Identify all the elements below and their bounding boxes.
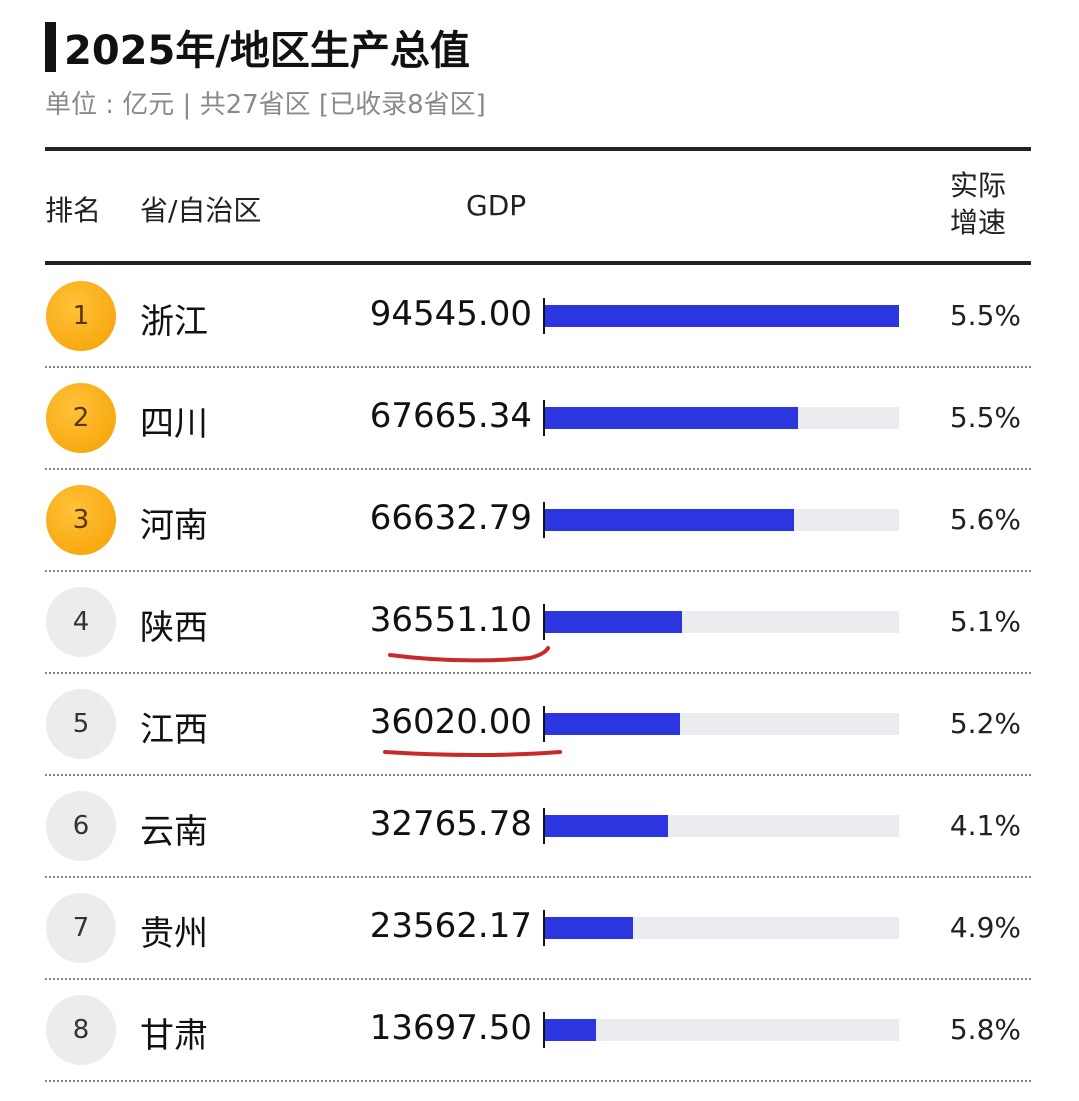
title-marker xyxy=(45,22,56,72)
title: 2025年/地区生产总值 xyxy=(64,28,470,74)
bar xyxy=(545,713,680,735)
gdp-value: 67665.34 xyxy=(369,396,532,436)
rank-badge: 3 xyxy=(46,485,116,555)
header-cell: 排名 xyxy=(45,194,102,227)
growth: 5.6% xyxy=(949,503,1021,536)
separator xyxy=(45,468,1031,470)
rule xyxy=(45,261,1031,265)
separator xyxy=(45,1080,1031,1082)
rank-badge: 7 xyxy=(46,893,116,963)
separator xyxy=(45,366,1031,368)
gdp-value: 94545.00 xyxy=(369,294,532,334)
axis-tick xyxy=(543,604,545,640)
region: 云南 xyxy=(140,812,208,852)
axis-tick xyxy=(543,808,545,844)
region: 浙江 xyxy=(140,302,208,342)
bar xyxy=(545,611,682,633)
growth: 5.1% xyxy=(949,605,1021,638)
axis-tick xyxy=(543,502,545,538)
rank-badge: 8 xyxy=(46,995,116,1065)
rank-badge: 5 xyxy=(46,689,116,759)
gdp-value: 13697.50 xyxy=(369,1008,532,1048)
bar xyxy=(545,815,668,837)
axis-tick xyxy=(543,1012,545,1048)
bar xyxy=(545,917,634,939)
header-cell: GDP xyxy=(466,189,527,222)
rank-badge: 4 xyxy=(46,587,116,657)
separator xyxy=(45,774,1031,776)
bar xyxy=(545,305,899,327)
growth: 5.5% xyxy=(949,299,1021,332)
rank-badge: 6 xyxy=(46,791,116,861)
growth: 5.2% xyxy=(949,707,1021,740)
header-cell: 省/自治区 xyxy=(140,194,262,227)
region: 河南 xyxy=(140,506,208,546)
growth: 5.8% xyxy=(949,1013,1021,1046)
rule xyxy=(45,147,1031,151)
bar xyxy=(545,407,799,429)
axis-tick xyxy=(543,400,545,436)
axis-tick xyxy=(543,298,545,334)
gdp-value: 36020.00 xyxy=(369,702,532,742)
bar xyxy=(545,1019,597,1041)
region: 陕西 xyxy=(140,608,208,648)
region: 四川 xyxy=(140,404,208,444)
separator xyxy=(45,978,1031,980)
region: 江西 xyxy=(140,710,208,750)
separator xyxy=(45,672,1031,674)
growth: 5.5% xyxy=(949,401,1021,434)
growth: 4.1% xyxy=(949,809,1021,842)
subtitle: 单位 : 亿元 | 共27省区 [已收录8省区] xyxy=(45,90,486,120)
bar-track xyxy=(545,1019,899,1041)
axis-tick xyxy=(543,910,545,946)
region: 甘肃 xyxy=(140,1016,208,1056)
gdp-value: 66632.79 xyxy=(369,498,532,538)
gdp-value: 23562.17 xyxy=(369,906,532,946)
axis-tick xyxy=(543,706,545,742)
bar xyxy=(545,509,795,531)
rank-badge: 1 xyxy=(46,281,116,351)
bar-track xyxy=(545,917,899,939)
separator xyxy=(45,876,1031,878)
gdp-value: 32765.78 xyxy=(369,804,532,844)
region: 贵州 xyxy=(140,914,208,954)
separator xyxy=(45,570,1031,572)
growth: 4.9% xyxy=(949,911,1021,944)
header-cell: 实际增速 xyxy=(950,169,1007,239)
handwritten-underlines xyxy=(383,646,562,757)
gdp-value: 36551.10 xyxy=(369,600,532,640)
rank-badge: 2 xyxy=(46,383,116,453)
